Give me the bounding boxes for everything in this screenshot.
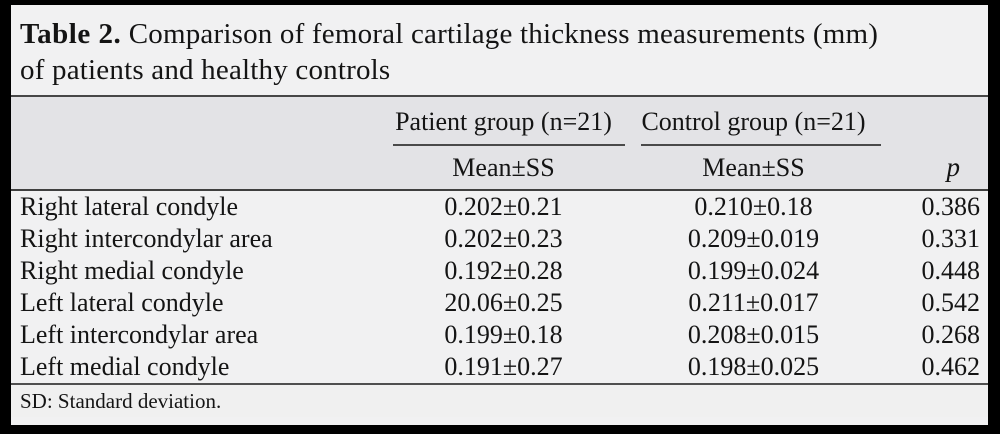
cell-p: 0.542 <box>921 288 981 317</box>
table-header: Patient group (n=21) Control group (n=21… <box>11 97 988 191</box>
subheader-row: Mean±SS Mean±SS p <box>11 146 988 189</box>
subheader-mean-control: Mean±SS <box>702 152 805 182</box>
cell-control: 0.199±0.024 <box>687 256 820 285</box>
table-row: Right medial condyle 0.192±0.28 0.199±0.… <box>11 255 988 287</box>
caption-text-line2: of patients and healthy controls <box>20 54 391 86</box>
control-group-label: Control group (n=21) <box>641 107 866 136</box>
row-label: Right lateral condyle <box>20 192 239 221</box>
patient-group-underline <box>393 144 625 146</box>
caption-text-line1: Comparison of femoral cartilage thicknes… <box>121 18 879 50</box>
table-paper: Table 2. Comparison of femoral cartilage… <box>11 5 988 425</box>
cell-patient: 0.202±0.23 <box>444 224 563 253</box>
table-footnote: SD: Standard deviation. <box>11 385 988 417</box>
patient-group-label: Patient group (n=21) <box>395 107 612 136</box>
cell-control: 0.209±0.019 <box>687 224 820 253</box>
footnote-text: SD: Standard deviation. <box>20 389 222 413</box>
cell-control: 0.210±0.18 <box>694 192 813 221</box>
table-row: Right intercondylar area 0.202±0.23 0.20… <box>11 223 988 255</box>
cell-patient: 0.192±0.28 <box>444 256 563 285</box>
table-body: Right lateral condyle 0.202±0.21 0.210±0… <box>11 191 988 385</box>
row-label: Right intercondylar area <box>20 224 273 253</box>
group-header-spacer <box>11 97 382 146</box>
subheader-mean-patient: Mean±SS <box>452 152 555 182</box>
table-row: Left medial condyle 0.191±0.27 0.198±0.0… <box>11 351 988 383</box>
group-header-control: Control group (n=21) <box>625 97 882 146</box>
row-label: Left medial condyle <box>20 352 230 381</box>
table-row: Left intercondylar area 0.199±0.18 0.208… <box>11 319 988 351</box>
group-header-row: Patient group (n=21) Control group (n=21… <box>11 97 988 146</box>
group-header-p-spacer <box>882 97 988 146</box>
cell-patient: 0.191±0.27 <box>444 352 563 381</box>
cell-p: 0.448 <box>921 256 981 285</box>
group-header-patient: Patient group (n=21) <box>382 97 625 146</box>
table-row: Right lateral condyle 0.202±0.21 0.210±0… <box>11 191 988 223</box>
cell-p: 0.331 <box>921 224 981 253</box>
cell-p: 0.462 <box>921 352 981 381</box>
cell-control: 0.208±0.015 <box>687 320 820 349</box>
caption-number: Table 2. <box>20 18 122 50</box>
cell-patient: 0.199±0.18 <box>444 320 563 349</box>
table-caption: Table 2. Comparison of femoral cartilage… <box>11 5 988 97</box>
cell-patient: 0.202±0.21 <box>444 192 563 221</box>
row-label: Left lateral condyle <box>20 288 224 317</box>
row-label: Right medial condyle <box>20 256 244 285</box>
cell-control: 0.198±0.025 <box>687 352 820 381</box>
control-group-underline <box>641 144 881 146</box>
row-label: Left intercondylar area <box>20 320 259 349</box>
table-row: Left lateral condyle 20.06±0.25 0.211±0.… <box>11 287 988 319</box>
cell-patient: 20.06±0.25 <box>444 288 563 317</box>
cell-p: 0.386 <box>921 192 981 221</box>
cell-p: 0.268 <box>921 320 981 349</box>
cell-control: 0.211±0.017 <box>688 288 819 317</box>
subheader-p: p <box>946 152 961 182</box>
